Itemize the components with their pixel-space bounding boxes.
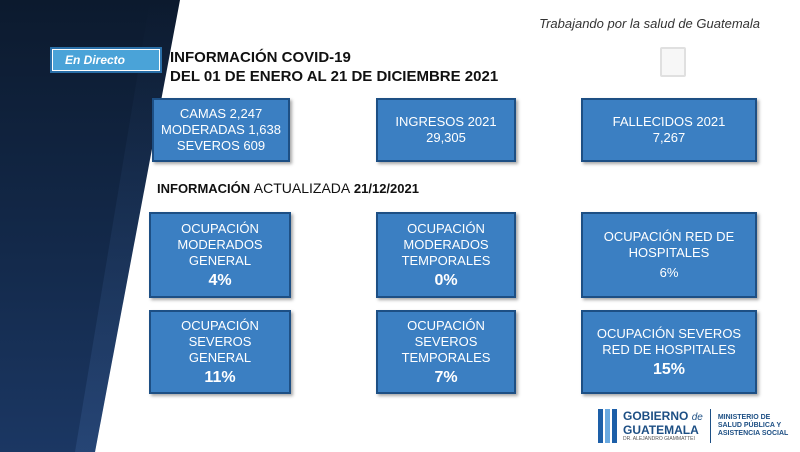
occupancy-label: OCUPACIÓN RED DE HOSPITALES — [603, 229, 735, 260]
ministry-line-1: MINISTERIO DE — [717, 414, 771, 421]
beds-severe: SEVEROS 609 — [176, 138, 266, 153]
admissions-value: 29,305 — [426, 130, 466, 145]
gov-line-1: GOBIERNO — [623, 408, 689, 423]
occupancy-severe-network-box: OCUPACIÓN SEVEROS RED DE HOSPITALES 15% — [581, 310, 757, 394]
update-date: 21/12/2021 — [353, 181, 419, 196]
occupancy-label: OCUPACIÓN MODERADOS GENERAL — [177, 221, 263, 268]
occupancy-severe-general-box: OCUPACIÓN SEVEROS GENERAL 11% — [149, 310, 291, 394]
guatemala-flag-icon — [598, 409, 617, 443]
occupancy-hospital-network-box: OCUPACIÓN RED DE HOSPITALES 6% — [581, 212, 757, 298]
tagline: Trabajando por la salud de Guatemala — [539, 16, 760, 31]
government-name: GOBIERNO de GUATEMALA DR. ALEJANDRO GIAM… — [623, 410, 703, 443]
occupancy-value: 7% — [434, 369, 458, 386]
occupancy-value: 0% — [434, 272, 458, 289]
occupancy-value: 6% — [659, 265, 679, 280]
gov-subtitle: DR. ALEJANDRO GIAMMATTEI — [623, 435, 695, 442]
ministry-name: MINISTERIO DE SALUD PÚBLICA Y ASISTENCIA… — [718, 414, 789, 438]
update-prefix: INFORMACIÓN — [157, 181, 251, 196]
beds-summary-box: CAMAS 2,247 MODERADAS 1,638 SEVEROS 609 — [152, 98, 290, 162]
deaths-value: 7,267 — [652, 130, 686, 145]
page-title: INFORMACIÓN COVID-19 DEL 01 DE ENERO AL … — [170, 48, 498, 86]
gov-de: de — [691, 411, 703, 423]
occupancy-label: OCUPACIÓN SEVEROS TEMPORALES — [401, 318, 491, 365]
occupancy-moderate-general-box: OCUPACIÓN MODERADOS GENERAL 4% — [149, 212, 291, 298]
update-subtitle: INFORMACIÓN ACTUALIZADA 21/12/2021 — [157, 180, 419, 196]
beds-moderate: MODERADAS 1,638 — [161, 122, 281, 137]
ministry-line-3: ASISTENCIA SOCIAL — [717, 430, 789, 437]
update-middle: ACTUALIZADA — [253, 180, 351, 196]
admissions-box: INGRESOS 2021 29,305 — [376, 98, 516, 162]
occupancy-value: 11% — [204, 369, 236, 386]
admissions-label: INGRESOS 2021 — [395, 114, 497, 129]
occupancy-severe-temporary-box: OCUPACIÓN SEVEROS TEMPORALES 7% — [376, 310, 516, 394]
deaths-box: FALLECIDOS 2021 7,267 — [581, 98, 757, 162]
government-logo: GOBIERNO de GUATEMALA DR. ALEJANDRO GIAM… — [598, 404, 788, 448]
occupancy-moderate-temporary-box: OCUPACIÓN MODERADOS TEMPORALES 0% — [376, 212, 516, 298]
occupancy-value: 4% — [208, 272, 232, 289]
ministry-line-2: SALUD PÚBLICA Y — [717, 422, 782, 429]
occupancy-value: 15% — [652, 361, 686, 378]
logo-divider — [709, 409, 711, 443]
title-line-2: DEL 01 DE ENERO AL 21 DE DICIEMBRE 2021 — [170, 68, 499, 85]
beds-total: CAMAS 2,247 — [179, 106, 263, 121]
gov-line-2: GUATEMALA — [623, 422, 699, 437]
corner-watermark-icon — [660, 47, 686, 77]
deaths-label: FALLECIDOS 2021 — [612, 114, 726, 129]
title-line-1: INFORMACIÓN COVID-19 — [170, 49, 351, 66]
occupancy-label: OCUPACIÓN SEVEROS RED DE HOSPITALES — [596, 326, 742, 357]
occupancy-label: OCUPACIÓN SEVEROS GENERAL — [181, 318, 259, 365]
live-badge: En Directo — [52, 49, 160, 71]
occupancy-label: OCUPACIÓN MODERADOS TEMPORALES — [401, 221, 491, 268]
